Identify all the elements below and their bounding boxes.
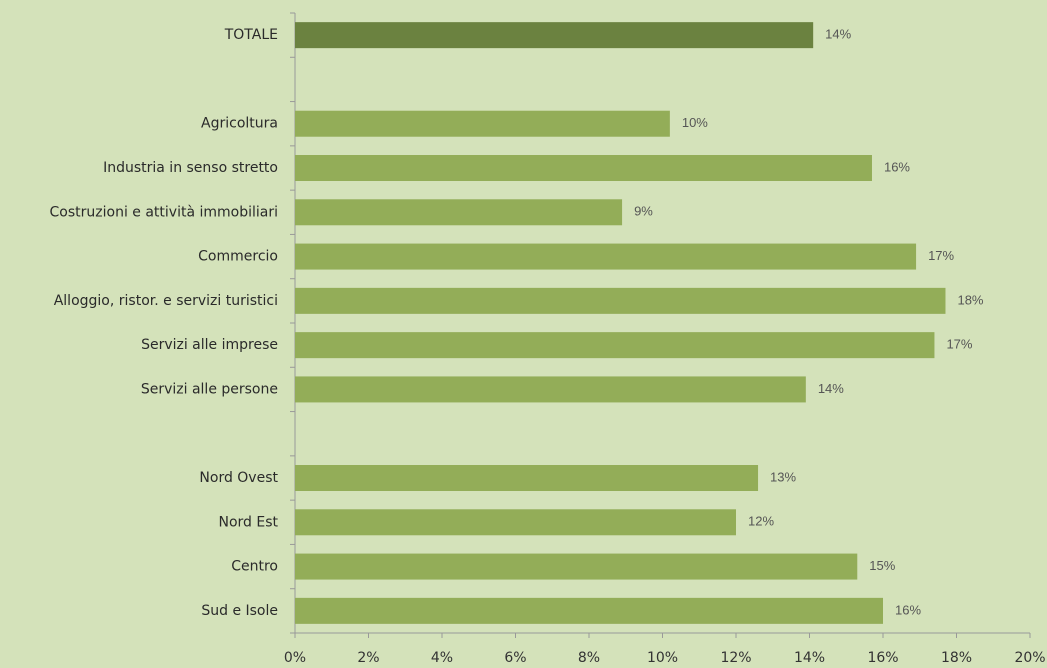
x-tick-label: 2% bbox=[357, 650, 379, 666]
x-tick-label: 6% bbox=[504, 650, 526, 666]
value-label: 18% bbox=[957, 292, 983, 307]
category-label: Servizi alle persone bbox=[141, 381, 278, 397]
category-label: Sud e Isole bbox=[201, 603, 278, 619]
value-label: 14% bbox=[825, 27, 851, 42]
bar bbox=[295, 155, 872, 181]
category-label: Nord Ovest bbox=[199, 470, 278, 486]
category-label: Alloggio, ristor. e servizi turistici bbox=[54, 293, 278, 309]
category-label: Nord Est bbox=[218, 514, 278, 530]
value-label: 16% bbox=[895, 602, 921, 617]
bar bbox=[295, 110, 670, 137]
category-label: Agricoltura bbox=[201, 116, 278, 132]
x-tick-label: 0% bbox=[284, 650, 306, 666]
x-tick-label: 16% bbox=[867, 650, 898, 666]
x-tick-label: 20% bbox=[1014, 650, 1045, 666]
bar bbox=[295, 376, 806, 403]
x-tick-label: 10% bbox=[647, 650, 678, 666]
category-label: Costruzioni e attività immobiliari bbox=[50, 204, 278, 220]
value-label: 14% bbox=[818, 381, 844, 396]
value-label: 17% bbox=[928, 248, 954, 263]
value-label: 17% bbox=[946, 337, 972, 352]
x-tick-label: 4% bbox=[431, 650, 453, 666]
x-tick-label: 8% bbox=[578, 650, 600, 666]
bar bbox=[295, 597, 883, 624]
bar bbox=[295, 199, 623, 226]
bar bbox=[295, 287, 946, 314]
bar bbox=[295, 243, 917, 270]
bar bbox=[295, 509, 736, 536]
value-label: 16% bbox=[884, 159, 910, 174]
x-tick-label: 14% bbox=[794, 650, 825, 666]
value-label: 9% bbox=[634, 204, 653, 219]
x-tick-label: 12% bbox=[720, 650, 751, 666]
bar bbox=[295, 332, 935, 359]
category-label: Industria in senso stretto bbox=[103, 160, 278, 176]
category-label: TOTALE bbox=[224, 27, 278, 43]
value-label: 15% bbox=[869, 558, 895, 573]
bar bbox=[295, 553, 858, 580]
category-label: Commercio bbox=[198, 249, 278, 265]
x-tick-label: 18% bbox=[941, 650, 972, 666]
bar bbox=[295, 465, 759, 491]
bar bbox=[295, 22, 814, 49]
value-label: 12% bbox=[748, 514, 774, 529]
value-label: 13% bbox=[770, 469, 796, 484]
category-label: Servizi alle imprese bbox=[141, 337, 278, 353]
value-label: 10% bbox=[682, 115, 708, 130]
category-label: Centro bbox=[231, 559, 278, 575]
